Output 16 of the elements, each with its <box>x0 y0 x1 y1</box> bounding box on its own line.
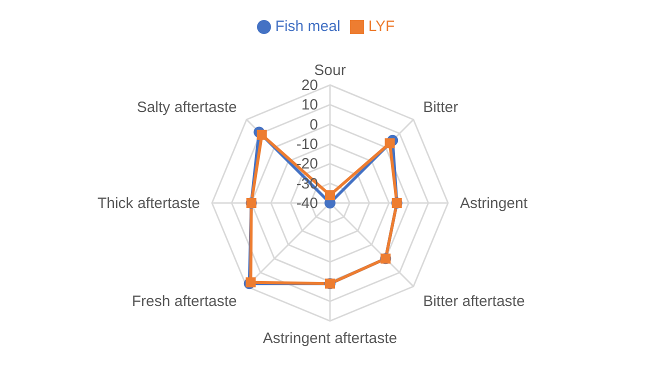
spoke-label: Astringent <box>460 195 528 212</box>
legend-label: LYF <box>368 18 395 35</box>
y-tick-label: 20 <box>301 77 318 94</box>
spoke-label: Fresh aftertaste <box>132 293 237 310</box>
y-tick-label: 10 <box>301 96 318 114</box>
y-tick-label: 0 <box>310 116 318 134</box>
spoke-label: Salty aftertaste <box>136 98 237 116</box>
y-tick-label: -20 <box>296 156 318 173</box>
spoke-label: Thick aftertaste <box>97 195 200 212</box>
spoke-label: Bitter aftertaste <box>423 293 525 310</box>
y-tick-label: -40 <box>296 195 318 212</box>
spoke-label: Sour <box>314 62 346 79</box>
legend-label: Fish meal <box>275 18 340 35</box>
spoke-label: Bitter <box>423 98 458 116</box>
spoke-label: Astringent aftertaste <box>262 330 398 347</box>
y-tick-label: -10 <box>296 136 318 153</box>
